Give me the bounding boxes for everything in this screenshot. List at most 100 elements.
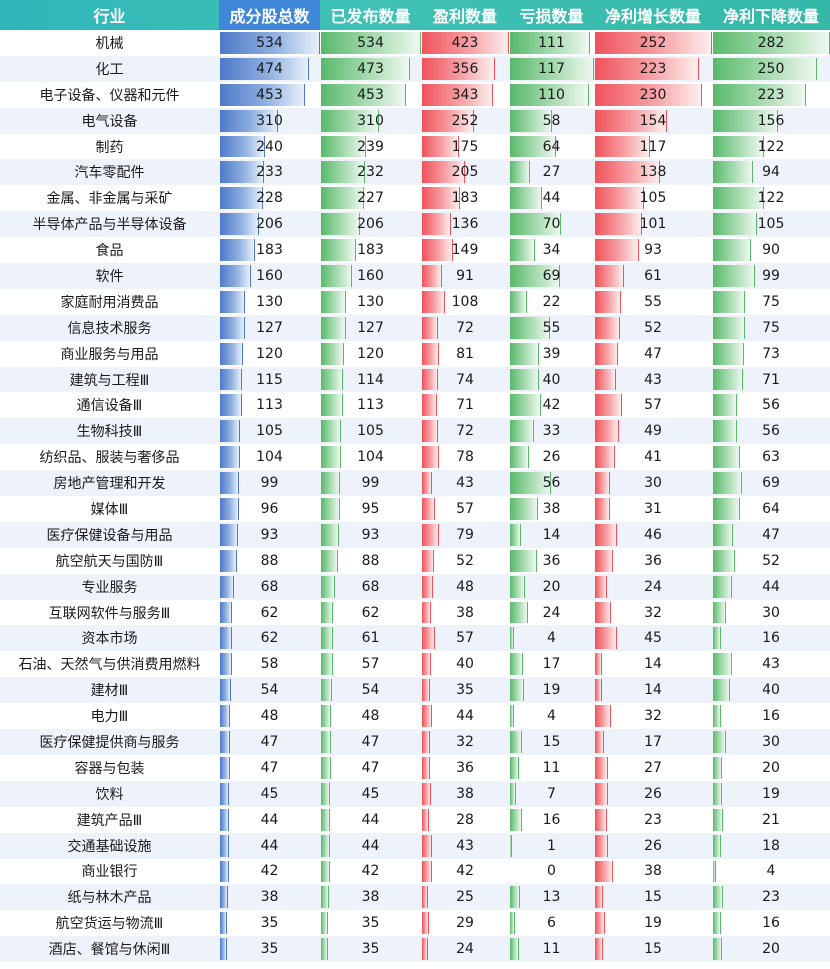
growth-cell: 14	[594, 677, 712, 703]
total-value: 68	[260, 578, 279, 595]
decline-cell: 99	[712, 263, 830, 289]
table-row[interactable]: 建材Ⅲ 54 54 35 19 14 40	[0, 677, 830, 704]
total-cell: 105	[219, 418, 320, 444]
table-row[interactable]: 饮料 45 45 38 7 26 19	[0, 780, 830, 807]
published-bar	[321, 653, 333, 676]
loss-value: 17	[542, 656, 561, 673]
published-cell: 48	[320, 703, 421, 729]
profit-bar	[422, 265, 442, 287]
total-bar	[220, 187, 263, 210]
published-bar	[321, 420, 341, 443]
table-row[interactable]: 生物科技Ⅲ 105 105 72 33 49 56	[0, 418, 830, 445]
table-row[interactable]: 电力Ⅲ 48 48 44 4 32 16	[0, 703, 830, 729]
table-row[interactable]: 纸与林木产品 38 38 25 13 15 23	[0, 884, 830, 911]
profit-cell: 91	[421, 263, 509, 289]
published-cell: 130	[320, 289, 421, 315]
table-row[interactable]: 航空货运与物流Ⅲ 35 35 29 6 19 16	[0, 910, 830, 936]
profit-value: 149	[451, 242, 479, 259]
table-row[interactable]: 资本市场 62 61 57 4 45 16	[0, 625, 830, 652]
table-row[interactable]: 酒店、餐馆与休闲Ⅲ 35 35 24 11 15 20	[0, 936, 830, 963]
table-row[interactable]: 商业服务与用品 120 120 81 39 47 73	[0, 341, 830, 367]
table-row[interactable]: 医疗保健提供商与服务 47 47 32 15 17 30	[0, 729, 830, 755]
header-decline[interactable]: 净利下降数量	[722, 7, 819, 26]
header-profit[interactable]: 盈利数量	[432, 7, 497, 26]
total-bar	[220, 808, 229, 831]
decline-cell: 56	[712, 392, 830, 418]
total-value: 240	[256, 138, 283, 155]
total-bar	[220, 549, 237, 572]
published-bar	[321, 523, 339, 546]
table-row[interactable]: 金属、非金属与采矿 228 227 183 44 105 122	[0, 185, 830, 211]
decline-value: 44	[762, 578, 780, 595]
published-cell: 534	[320, 30, 421, 56]
table-row[interactable]: 软件 160 160 91 69 61 99	[0, 263, 830, 289]
profit-value: 32	[456, 733, 474, 750]
table-row[interactable]: 容器与包装 47 47 36 11 27 20	[0, 755, 830, 781]
table-row[interactable]: 建筑与工程Ⅲ 115 114 74 40 43 71	[0, 366, 830, 393]
table-row[interactable]: 纺织品、服装与奢侈品 104 104 78 26 41 63	[0, 444, 830, 470]
loss-bar	[510, 239, 535, 262]
table-row[interactable]: 电子设备、仪器和元件 453 453 343 110 230 223	[0, 82, 830, 108]
decline-cell: 40	[712, 677, 830, 703]
table-row[interactable]: 电气设备 310 310 252 58 154 156	[0, 107, 830, 134]
profit-cell: 74	[421, 367, 509, 393]
decline-value: 47	[762, 526, 780, 543]
published-cell: 232	[320, 159, 421, 185]
table-row[interactable]: 汽车零配件 233 232 205 27 138 94	[0, 159, 830, 186]
loss-cell: 1	[509, 833, 594, 859]
decline-value: 18	[762, 837, 780, 854]
header-growth[interactable]: 净利增长数量	[604, 7, 701, 26]
table-row[interactable]: 互联网软件与服务Ⅲ 62 62 38 24 32 30	[0, 600, 830, 626]
table-row[interactable]: 商业银行 42 42 42 0 38 4	[0, 859, 830, 885]
table-row[interactable]: 食品 183 183 149 34 93 90	[0, 237, 830, 263]
table-row[interactable]: 石油、天然气与供消费用燃料 58 57 40 17 14 43	[0, 651, 830, 677]
total-bar	[220, 32, 320, 54]
loss-bar	[510, 627, 514, 650]
growth-bar	[595, 575, 607, 598]
total-cell: 115	[219, 367, 320, 393]
table-row[interactable]: 化工 474 473 356 117 223 250	[0, 55, 830, 82]
table-row[interactable]: 信息技术服务 127 127 72 55 52 75	[0, 314, 830, 341]
table-row[interactable]: 制药 240 239 175 64 117 122	[0, 134, 830, 160]
table-row[interactable]: 半导体产品与半导体设备 206 206 136 70 101 105	[0, 211, 830, 238]
industry-name: 饮料	[95, 786, 124, 803]
loss-cell: 22	[509, 289, 594, 315]
total-value: 183	[256, 242, 283, 259]
header-total[interactable]: 成分股总数	[219, 0, 320, 30]
growth-cell: 55	[594, 289, 712, 315]
loss-cell: 111	[509, 30, 594, 56]
header-loss[interactable]: 亏损数量	[519, 7, 584, 26]
header-industry[interactable]: 行业	[93, 7, 126, 26]
total-bar	[220, 109, 278, 132]
table-row[interactable]: 建筑产品Ⅲ 44 44 28 16 23 21	[0, 807, 830, 833]
growth-bar	[595, 161, 660, 184]
profit-value: 38	[456, 785, 474, 802]
total-value: 113	[256, 397, 283, 414]
table-row[interactable]: 机械 534 534 423 111 252 282	[0, 30, 830, 56]
table-row[interactable]: 专业服务 68 68 48 20 24 44	[0, 573, 830, 600]
profit-bar	[422, 109, 474, 132]
total-bar	[220, 523, 238, 546]
loss-bar	[510, 653, 523, 676]
table-row[interactable]: 房地产管理和开发 99 99 43 56 30 69	[0, 470, 830, 497]
table-row[interactable]: 航空航天与国防Ⅲ 88 88 52 36 36 52	[0, 548, 830, 574]
published-value: 127	[357, 319, 384, 336]
decline-value: 122	[757, 138, 785, 155]
total-bar	[220, 938, 227, 961]
table-row[interactable]: 交通基础设施 44 44 43 1 26 18	[0, 832, 830, 859]
header-published[interactable]: 已发布数量	[330, 7, 411, 26]
table-row[interactable]: 媒体Ⅲ 96 95 57 38 31 64	[0, 496, 830, 522]
table-row[interactable]: 家庭耐用消费品 130 130 108 22 55 75	[0, 289, 830, 315]
profit-cell: 28	[421, 807, 509, 833]
loss-value: 34	[542, 242, 561, 259]
profit-bar	[422, 782, 431, 805]
industry-name: 电力Ⅲ	[90, 709, 129, 726]
table-row[interactable]: 医疗保健设备与用品 93 93 79 14 46 47	[0, 521, 830, 548]
published-cell: 47	[320, 729, 421, 755]
table-row[interactable]: 通信设备Ⅲ 113 113 71 42 57 56	[0, 392, 830, 418]
decline-bar	[713, 549, 735, 572]
total-cell: 240	[219, 134, 320, 160]
industry-name: 石油、天然气与供消费用燃料	[18, 657, 201, 674]
profit-bar	[422, 886, 428, 909]
